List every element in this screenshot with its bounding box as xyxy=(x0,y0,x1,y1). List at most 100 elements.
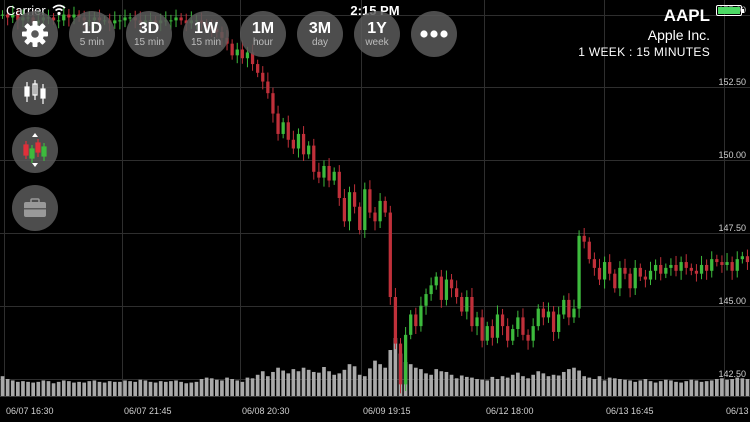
candle-body xyxy=(521,317,525,335)
volume-bar xyxy=(653,382,658,396)
candle-body xyxy=(730,262,734,271)
range-interval: 5 min xyxy=(79,37,105,48)
candle-body xyxy=(358,206,362,231)
candlestick-icon xyxy=(24,80,46,104)
candle-body xyxy=(470,297,474,327)
candle-body xyxy=(460,297,464,312)
volume-bar xyxy=(475,379,479,396)
candle-body xyxy=(480,317,484,341)
chart-grid xyxy=(0,0,750,397)
volume-bar xyxy=(368,368,372,396)
candle-body xyxy=(526,334,530,341)
volume-bar xyxy=(209,378,214,396)
more-button[interactable] xyxy=(411,11,457,57)
candle-body xyxy=(669,264,673,268)
candle-body xyxy=(429,285,433,295)
ticker-symbol: AAPL xyxy=(663,6,710,25)
candle-body xyxy=(735,259,739,271)
range-label: 1M xyxy=(251,20,275,37)
volume-bar xyxy=(87,381,92,396)
y-tick-label: 150.00 xyxy=(718,149,746,160)
volume-bar xyxy=(429,374,433,396)
candle-body xyxy=(577,235,581,309)
candle-body xyxy=(317,171,321,178)
range-1d-button[interactable]: 1D 5 min xyxy=(69,11,115,57)
volume-bar xyxy=(204,377,209,396)
volume-bar xyxy=(373,360,377,396)
volume-bar xyxy=(454,378,459,396)
volume-bar xyxy=(102,382,107,396)
volume-bar xyxy=(434,369,439,396)
gear-icon xyxy=(22,21,48,47)
range-label: 1D xyxy=(81,20,103,37)
volume-bar xyxy=(225,377,229,396)
volume-bar xyxy=(61,380,66,396)
volume-bar xyxy=(521,376,525,396)
candle-body xyxy=(250,52,255,65)
candle-body xyxy=(506,326,510,341)
x-tick-label: 06/08 20:30 xyxy=(242,406,290,416)
volume-bar xyxy=(153,382,158,396)
x-tick-label: 06/07 21:45 xyxy=(124,406,172,416)
candle-body xyxy=(562,299,566,315)
range-1m-button[interactable]: 1M hour xyxy=(240,11,286,57)
candle-body xyxy=(266,81,270,94)
range-3m-button[interactable]: 3M day xyxy=(297,11,343,57)
candle-body xyxy=(689,267,693,271)
volume-bar xyxy=(112,381,117,396)
candle-body xyxy=(674,264,678,271)
candle-body xyxy=(643,276,648,280)
candle-body xyxy=(312,145,316,172)
candle-body xyxy=(551,311,556,332)
candle-body xyxy=(613,273,617,289)
volume-bar xyxy=(56,381,61,396)
candle-body xyxy=(245,52,250,59)
volume-bar xyxy=(424,373,428,396)
range-1y-button[interactable]: 1Y week xyxy=(354,11,400,57)
y-tick-label: 142.50 xyxy=(718,368,746,379)
settings-button[interactable] xyxy=(12,11,58,57)
volume-bar xyxy=(271,371,275,396)
volume-bar xyxy=(510,374,515,396)
candle-body xyxy=(465,297,469,312)
portfolio-button[interactable] xyxy=(12,185,58,231)
candle-body xyxy=(174,17,178,21)
volume-bar xyxy=(587,377,592,396)
candle-body xyxy=(495,314,500,338)
volume-bar xyxy=(362,376,367,396)
volume-bar xyxy=(332,374,337,396)
candle-body xyxy=(378,200,382,222)
volume-bar xyxy=(541,373,546,396)
chart-type-button[interactable] xyxy=(12,69,58,115)
range-1w-button[interactable]: 1W 15 min xyxy=(183,11,229,57)
volume-bar xyxy=(92,380,97,396)
volume-bar xyxy=(10,380,15,396)
volume-bar xyxy=(286,373,291,396)
candle-body xyxy=(485,326,489,341)
range-3d-button[interactable]: 3D 15 min xyxy=(126,11,172,57)
volume-bar xyxy=(311,371,316,396)
volume-bar xyxy=(21,381,25,396)
volume-bar xyxy=(684,381,689,396)
candle-body xyxy=(62,14,66,21)
volume-bar xyxy=(97,381,102,396)
volume-bar xyxy=(158,381,163,396)
volume-bar xyxy=(0,376,5,396)
volume-bar xyxy=(638,380,643,396)
candle-body xyxy=(256,64,260,73)
volume-bar xyxy=(291,369,296,396)
volume-bar xyxy=(174,380,178,396)
candle-body xyxy=(597,267,602,280)
volume-bar xyxy=(215,379,219,396)
candle-body xyxy=(648,270,653,280)
candle-body xyxy=(516,317,520,330)
range-interval: week xyxy=(365,37,389,48)
candle-body xyxy=(439,276,443,300)
candle-body xyxy=(327,165,331,181)
x-tick-label: 06/13 xyxy=(726,406,749,416)
compare-button[interactable] xyxy=(12,127,58,173)
volume-bar xyxy=(347,364,352,396)
candle-body xyxy=(546,311,551,318)
candle-body xyxy=(398,343,403,385)
